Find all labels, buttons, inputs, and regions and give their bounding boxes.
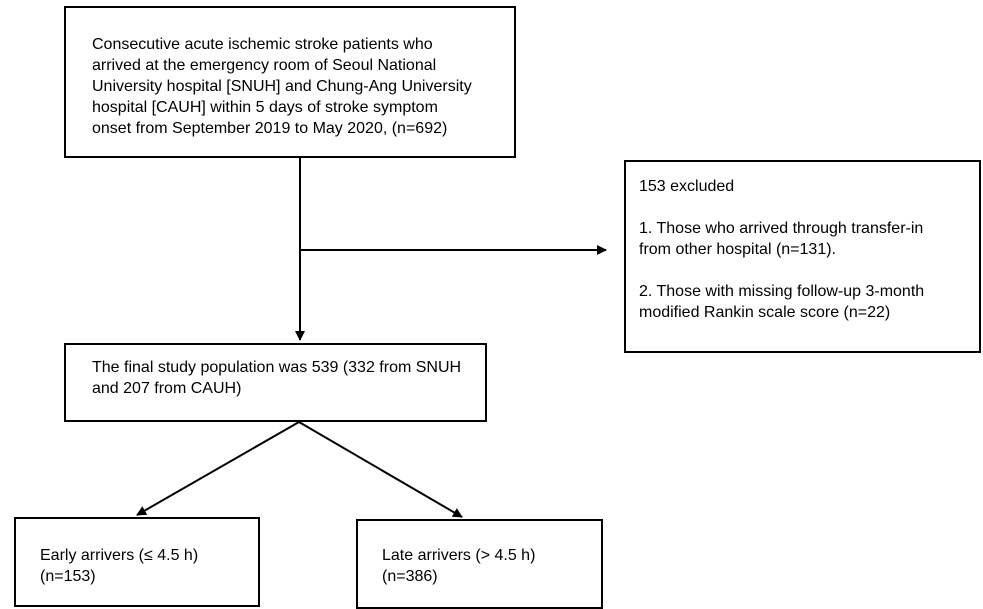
- exclusion-reason-2: 2. Those with missing follow-up 3-month: [639, 283, 925, 300]
- final-line: and 207 from CAUH): [92, 380, 242, 397]
- source-line: hospital [CAUH] within 5 days of stroke …: [92, 99, 438, 116]
- final-population-box: The final study population was 539 (332 …: [64, 343, 487, 422]
- source-line: onset from September 2019 to May 2020, (…: [92, 120, 448, 137]
- final-line: The final study population was 539 (332 …: [92, 359, 462, 376]
- source-line: Consecutive acute ischemic stroke patien…: [92, 36, 433, 53]
- source-line: University hospital [SNUH] and Chung-Ang…: [92, 78, 472, 95]
- early-arrivers-box: Early arrivers (≤ 4.5 h) (n=153): [14, 517, 260, 607]
- exclusion-reason-1: from other hospital (n=131).: [639, 241, 836, 258]
- spacer: [639, 197, 979, 218]
- flow-connectors: [136, 158, 607, 518]
- spacer: [639, 260, 979, 281]
- late-arrivers-box: Late arrivers (> 4.5 h) (n=386): [356, 519, 603, 609]
- excluded-title: 153 excluded: [639, 178, 735, 195]
- source-population-box: Consecutive acute ischemic stroke patien…: [64, 6, 516, 158]
- late-label: Late arrivers (> 4.5 h): [382, 547, 536, 564]
- exclusion-reason-2: modified Rankin scale score (n=22): [639, 304, 891, 321]
- early-count: (n=153): [40, 568, 96, 585]
- exclusion-reason-1: 1. Those who arrived through transfer-in: [639, 220, 924, 237]
- connector-final-to-late: [298, 421, 463, 518]
- excluded-box: 153 excluded 1. Those who arrived throug…: [624, 160, 981, 353]
- early-label: Early arrivers (≤ 4.5 h): [40, 547, 199, 564]
- connector-final-to-early: [136, 421, 300, 516]
- late-count: (n=386): [382, 568, 438, 585]
- source-line: arrived at the emergency room of Seoul N…: [92, 57, 437, 74]
